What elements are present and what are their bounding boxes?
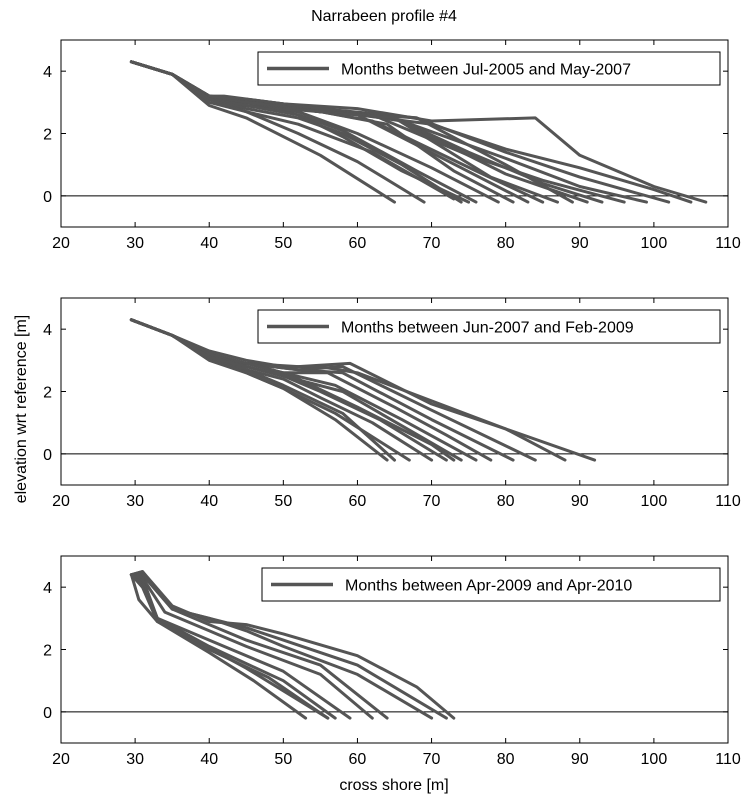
legend-box <box>261 567 721 602</box>
profile-line <box>129 318 478 462</box>
profile-line <box>129 318 463 462</box>
profile-line <box>129 318 434 462</box>
profile-line <box>129 60 471 204</box>
legend-box <box>257 309 721 344</box>
y-tick-label: 2 <box>43 127 52 144</box>
y-tick-label: 4 <box>43 64 52 81</box>
x-tick-label: 20 <box>52 751 70 768</box>
profile-line <box>129 318 411 462</box>
legend-label: Months between Apr-2009 and Apr-2010 <box>345 578 632 595</box>
x-tick-label: 100 <box>641 493 668 510</box>
x-tick-label: 70 <box>423 235 441 252</box>
figure-title: Narrabeen profile #4 <box>311 8 457 25</box>
profile-line <box>129 60 574 204</box>
profile-line <box>129 60 426 204</box>
x-tick-label: 50 <box>274 751 292 768</box>
profile-line <box>129 318 448 462</box>
profile-line <box>129 573 434 720</box>
x-tick-label: 50 <box>274 235 292 252</box>
legend-box <box>257 51 721 86</box>
y-tick-label: 0 <box>43 705 52 722</box>
x-tick-label: 60 <box>349 493 367 510</box>
x-tick-label: 30 <box>126 235 144 252</box>
y-axis-label: elevation wrt reference [m] <box>13 314 30 504</box>
x-tick-label: 60 <box>349 751 367 768</box>
profile-line <box>129 573 337 720</box>
profile-line <box>129 573 308 720</box>
profile-line <box>129 60 396 204</box>
y-tick-label: 2 <box>43 643 52 660</box>
profile-line <box>129 60 530 204</box>
x-tick-label: 90 <box>571 493 589 510</box>
x-tick-label: 20 <box>52 493 70 510</box>
profile-line <box>129 318 493 462</box>
profile-line <box>129 573 352 720</box>
profile-line <box>129 60 463 204</box>
y-tick-label: 0 <box>43 189 52 206</box>
axes-box <box>60 555 729 744</box>
profile-line <box>129 318 389 462</box>
x-tick-label: 30 <box>126 751 144 768</box>
x-tick-label: 100 <box>641 751 668 768</box>
profile-line <box>129 573 330 720</box>
x-tick-label: 110 <box>715 751 741 768</box>
x-tick-label: 70 <box>423 751 441 768</box>
y-tick-label: 4 <box>43 322 52 339</box>
y-tick-label: 4 <box>43 580 52 597</box>
axes-box <box>60 39 729 228</box>
profile-line <box>129 318 456 462</box>
x-tick-label: 40 <box>200 751 218 768</box>
x-tick-label: 110 <box>715 235 741 252</box>
profile-line <box>129 60 456 201</box>
x-tick-label: 30 <box>126 493 144 510</box>
x-tick-label: 90 <box>571 235 589 252</box>
profile-line <box>129 60 500 204</box>
x-tick-label: 90 <box>571 751 589 768</box>
profile-line <box>129 318 396 462</box>
profile-line <box>129 318 515 462</box>
x-tick-label: 40 <box>200 493 218 510</box>
y-tick-label: 0 <box>43 447 52 464</box>
profile-line <box>129 573 374 720</box>
profile-line <box>129 60 671 204</box>
x-tick-label: 100 <box>641 235 668 252</box>
profile-line <box>129 573 389 720</box>
x-axis-label: cross shore [m] <box>339 777 449 794</box>
profile-line <box>129 570 456 720</box>
profile-line <box>129 318 537 462</box>
profile-line <box>129 570 448 720</box>
profile-line <box>129 60 589 204</box>
legend-label: Months between Jul-2005 and May-2007 <box>341 62 631 79</box>
y-tick-label: 2 <box>43 385 52 402</box>
x-tick-label: 80 <box>497 235 515 252</box>
profile-line <box>129 60 559 204</box>
x-tick-label: 110 <box>715 493 741 510</box>
profile-line <box>129 60 515 204</box>
x-tick-label: 50 <box>274 493 292 510</box>
x-tick-label: 40 <box>200 235 218 252</box>
x-tick-label: 80 <box>497 493 515 510</box>
profile-line <box>129 60 604 204</box>
profile-line <box>129 60 648 204</box>
legend-label: Months between Jun-2007 and Feb-2009 <box>341 320 634 337</box>
profile-line <box>129 318 567 462</box>
profile-line <box>129 60 478 204</box>
profile-line <box>129 573 330 720</box>
axes-box <box>60 297 729 486</box>
x-tick-label: 80 <box>497 751 515 768</box>
profile-line <box>129 318 597 462</box>
profile-line <box>129 60 693 204</box>
x-tick-label: 20 <box>52 235 70 252</box>
profile-line <box>129 60 545 204</box>
profile-line <box>129 60 626 204</box>
x-tick-label: 60 <box>349 235 367 252</box>
x-tick-label: 70 <box>423 493 441 510</box>
profile-line <box>129 60 708 204</box>
